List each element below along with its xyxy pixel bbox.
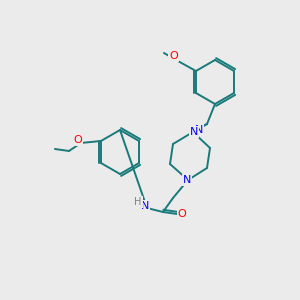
Text: O: O (74, 135, 82, 145)
Text: N: N (195, 125, 203, 135)
Text: N: N (183, 175, 191, 185)
Text: N: N (141, 201, 149, 211)
Text: N: N (190, 127, 198, 137)
Text: O: O (178, 209, 186, 219)
Text: O: O (169, 51, 178, 61)
Text: H: H (134, 197, 142, 207)
